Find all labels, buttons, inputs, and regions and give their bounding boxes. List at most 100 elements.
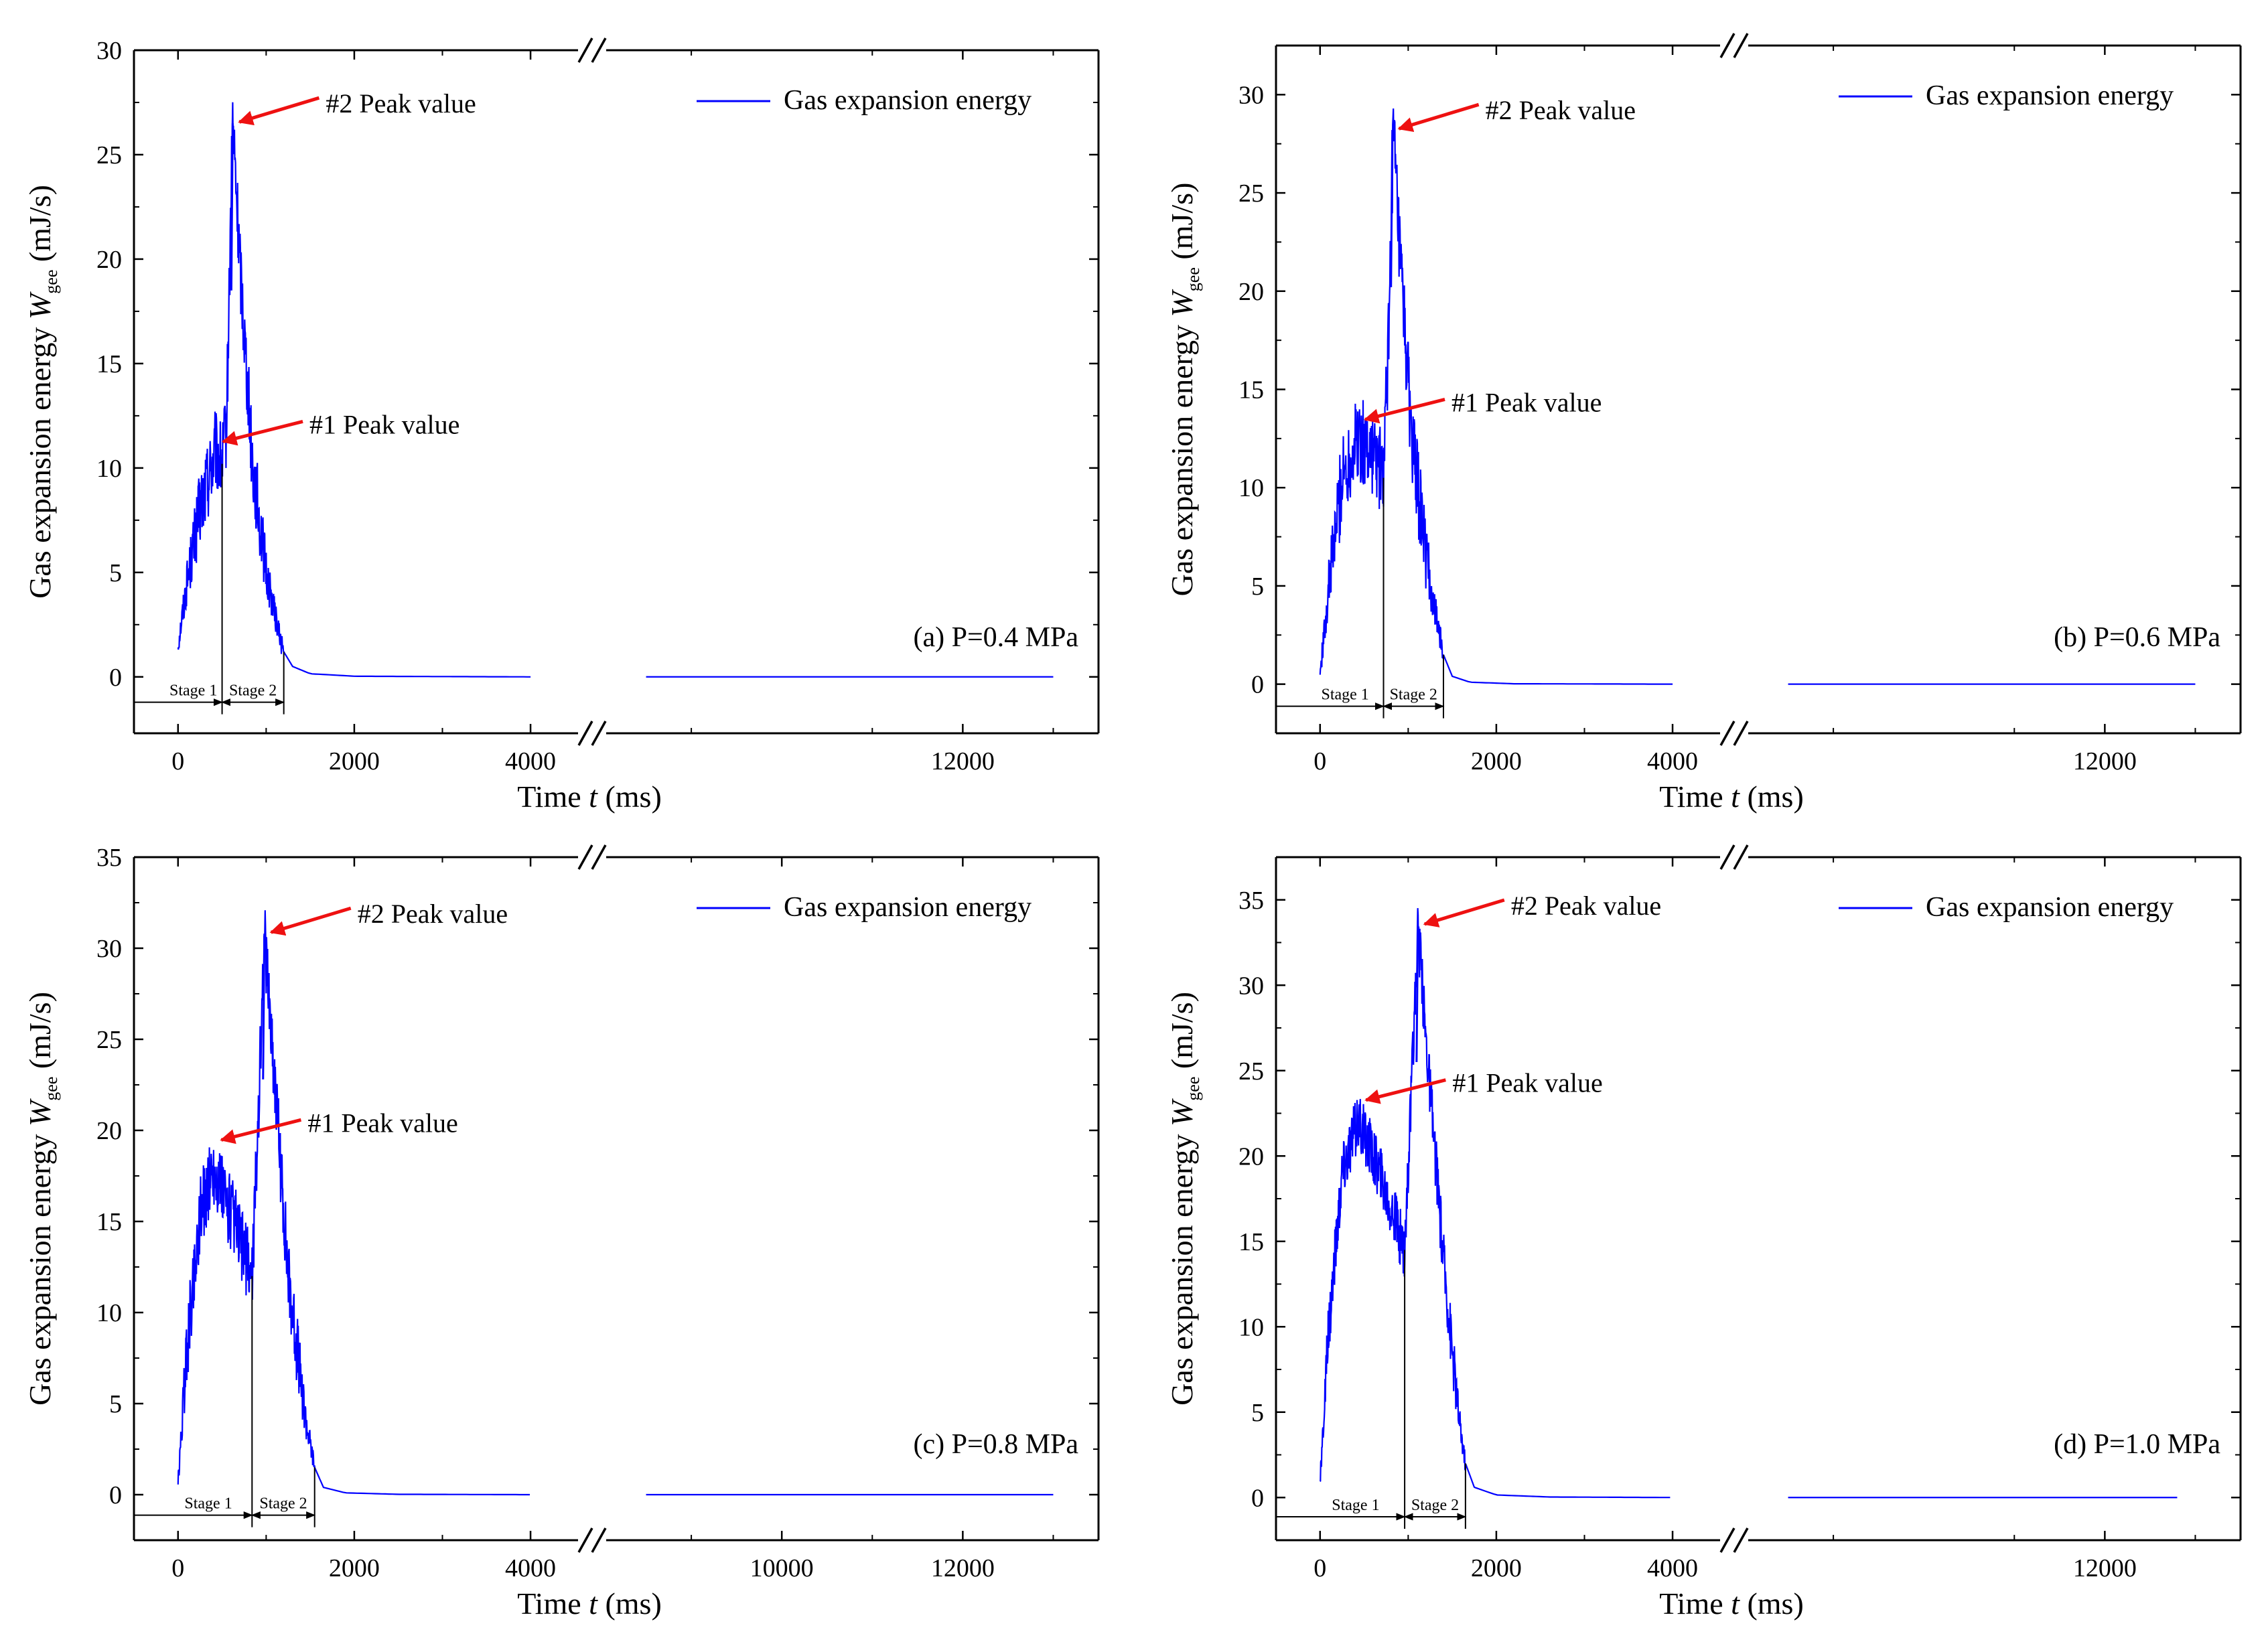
- x-tick-label: 4000: [1647, 1554, 1698, 1582]
- peak2-arrow: [238, 96, 320, 126]
- y-tick-label: 15: [96, 350, 122, 378]
- x-axis-title-unit: (ms): [1740, 779, 1804, 814]
- series-line: [1319, 908, 1671, 1499]
- x-tick-label: 4000: [505, 747, 556, 775]
- series-peak2-spike: [1390, 130, 1394, 287]
- stage1-label: Stage 1: [1321, 686, 1368, 704]
- y-axis-title-sub: gee: [42, 270, 61, 294]
- x-axis-title-unit: (ms): [1740, 1586, 1804, 1621]
- peak1-label: #1 Peak value: [307, 1108, 457, 1138]
- panel-d: 0 5 10 15 20 25 30 35 0 2000 4000 12000 Time t (ms) G…: [1165, 844, 2242, 1621]
- x-tick-label: 0: [1314, 747, 1326, 775]
- x-axis-title-var: t: [589, 1586, 598, 1621]
- stage2-label: Stage 2: [229, 682, 277, 700]
- y-axis-title-sub: gee: [1184, 1077, 1203, 1101]
- peak2-arrow: [1397, 102, 1480, 133]
- y-tick-label: 5: [1251, 1399, 1264, 1427]
- y-tick-label: 10: [96, 455, 122, 483]
- y-axis-title: Gas expansion energy Wgee (mJ/s): [23, 185, 61, 599]
- series-line: [177, 102, 531, 678]
- y-axis-title-sub: gee: [42, 1077, 61, 1101]
- panel-label: (d) P=1.0 MPa: [2054, 1429, 2220, 1460]
- y-tick-label: 30: [1238, 81, 1264, 109]
- axis-break-mark: [577, 1527, 593, 1553]
- legend-label: Gas expansion energy: [784, 85, 1032, 116]
- y-axis-title-var: W: [1165, 289, 1199, 317]
- y-tick-label: 25: [96, 1026, 122, 1054]
- panel-b: 0 5 10 15 20 25 30 0 2000 4000 12000 Time t (ms) Gas…: [1165, 33, 2242, 814]
- legend-label: Gas expansion energy: [1926, 80, 2174, 111]
- axis-break-mark: [577, 38, 593, 63]
- legend-label: Gas expansion energy: [1926, 892, 2174, 923]
- y-tick-label: 5: [109, 1390, 122, 1418]
- y-tick-label: 20: [96, 1117, 122, 1145]
- stage1-label: Stage 1: [184, 1495, 232, 1513]
- y-tick-label: 15: [1238, 1228, 1264, 1256]
- y-tick-label: 10: [1238, 1313, 1264, 1341]
- y-tick-label: 20: [1238, 278, 1264, 306]
- y-axis-title-unit: (mJ/s): [1165, 992, 1199, 1077]
- y-tick-label: 20: [1238, 1142, 1264, 1171]
- y-axis-title-unit: (mJ/s): [1165, 183, 1199, 268]
- x-axis-title: Time t (ms): [1659, 1586, 1804, 1621]
- x-tick-label: 2000: [1471, 747, 1522, 775]
- stage1-label: Stage 1: [1332, 1497, 1379, 1514]
- axis-break-mark: [1733, 844, 1749, 870]
- axis-break-mark: [591, 1527, 607, 1553]
- y-tick-label: 0: [109, 664, 122, 692]
- axis-break-mark: [591, 38, 607, 63]
- y-axis-title-var: W: [23, 291, 57, 319]
- peak1-label: #1 Peak value: [1451, 387, 1602, 417]
- y-tick-label: 15: [1238, 376, 1264, 404]
- x-axis-title: Time t (ms): [1659, 779, 1804, 814]
- axis-break-mark: [591, 844, 607, 870]
- axis-break-mark: [577, 844, 593, 870]
- y-tick-label: 20: [96, 246, 122, 274]
- panel-label: (c) P=0.8 MPa: [913, 1429, 1078, 1460]
- x-axis-title-prefix: Time: [1659, 779, 1731, 814]
- peak1-arrow: [1364, 1078, 1446, 1104]
- x-axis-title: Time t (ms): [517, 1586, 662, 1621]
- series-peak2-spike: [262, 933, 266, 1079]
- y-axis-title-unit: (mJ/s): [23, 185, 57, 270]
- x-axis-title-var: t: [589, 779, 598, 814]
- y-tick-label: 0: [1251, 671, 1264, 699]
- stage2-label: Stage 2: [1411, 1497, 1459, 1514]
- x-axis-title: Time t (ms): [517, 779, 662, 814]
- y-tick-label: 5: [1251, 573, 1264, 601]
- peak2-label: #2 Peak value: [358, 899, 508, 929]
- y-tick-label: 25: [1238, 1057, 1264, 1086]
- y-tick-label: 15: [96, 1208, 122, 1236]
- y-tick-label: 30: [96, 37, 122, 65]
- x-tick-label: 12000: [931, 1554, 995, 1582]
- axis-break-mark: [577, 721, 593, 746]
- peak2-label: #2 Peak value: [1511, 891, 1661, 921]
- peak2-label: #2 Peak value: [326, 88, 476, 119]
- y-tick-label: 0: [1251, 1484, 1264, 1512]
- x-axis-title-var: t: [1731, 779, 1740, 814]
- y-axis-title-prefix: Gas expansion energy: [1165, 1126, 1199, 1406]
- x-tick-label: 2000: [329, 1554, 380, 1582]
- x-axis-title-prefix: Time: [517, 1586, 589, 1621]
- peak2-label: #2 Peak value: [1486, 95, 1636, 125]
- y-tick-label: 30: [96, 935, 122, 963]
- y-axis-title-prefix: Gas expansion energy: [23, 1126, 57, 1406]
- panel-a: 0 5 10 15 20 25 30 0 2000 4000 12000 Time t (ms) Gas…: [23, 37, 1100, 814]
- x-tick-label: 12000: [2073, 747, 2137, 775]
- panel-label: (a) P=0.4 MPa: [913, 622, 1078, 653]
- x-tick-label: 2000: [1471, 1554, 1522, 1582]
- x-tick-label: 4000: [505, 1554, 556, 1582]
- stage2-label: Stage 2: [259, 1495, 307, 1513]
- series-peak2-spike: [230, 123, 234, 291]
- x-axis-title-prefix: Time: [517, 779, 589, 814]
- x-tick-label: 10000: [750, 1554, 814, 1582]
- y-tick-label: 5: [109, 559, 122, 587]
- y-axis-title: Gas expansion energy Wgee (mJ/s): [1165, 992, 1203, 1406]
- axis-break-mark: [1733, 721, 1749, 746]
- axis-break-mark: [591, 721, 607, 746]
- y-tick-label: 35: [96, 844, 122, 872]
- y-tick-label: 30: [1238, 972, 1264, 1000]
- y-tick-label: 10: [1238, 474, 1264, 502]
- y-axis-title-var: W: [1165, 1098, 1199, 1126]
